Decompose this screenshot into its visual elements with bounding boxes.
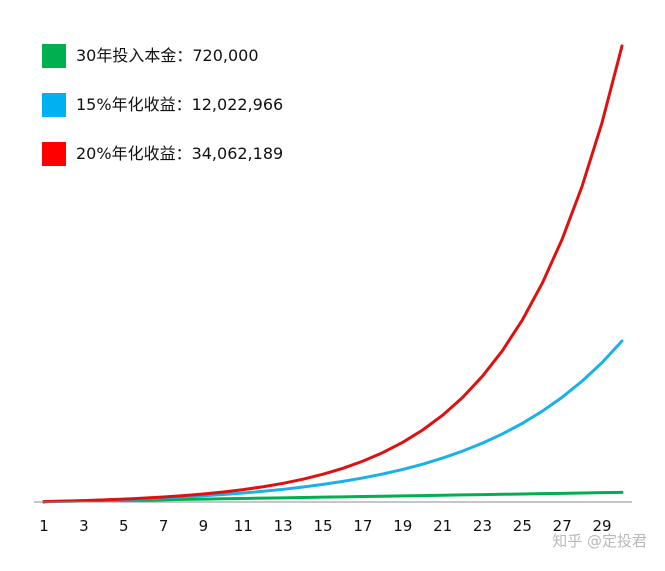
legend-item-20pct: 20%年化收益：34,062,189 [42, 142, 283, 166]
x-tick-label: 1 [39, 517, 49, 535]
series-line-1 [42, 339, 624, 504]
x-tick-label: 13 [274, 517, 293, 535]
legend-label-20pct: 20%年化收益：34,062,189 [76, 144, 284, 163]
x-tick-label: 29 [593, 517, 612, 535]
x-tick-label: 5 [119, 517, 129, 535]
x-tick-label: 11 [234, 517, 253, 535]
x-tick-label: 9 [199, 517, 209, 535]
watermark: 知乎 @定投君 [552, 532, 647, 550]
x-tick-label: 15 [313, 517, 332, 535]
legend-item-15pct: 15%年化收益：12,022,966 [42, 93, 283, 117]
series-lines [42, 44, 624, 504]
legend-swatch-green [42, 44, 66, 68]
x-tick-label: 23 [473, 517, 492, 535]
legend-label-principal: 30年投入本金：720,000 [76, 46, 259, 65]
x-tick-label: 19 [393, 517, 412, 535]
legend-label-15pct: 15%年化收益：12,022,966 [76, 95, 284, 114]
x-tick-label: 7 [159, 517, 169, 535]
x-tick-label: 21 [433, 517, 452, 535]
legend-swatch-blue [42, 93, 66, 117]
x-tick-label: 3 [79, 517, 89, 535]
series-line-2 [42, 44, 624, 504]
x-tick-label: 17 [353, 517, 372, 535]
x-tick-label: 27 [553, 517, 572, 535]
x-axis-tick-labels: 1 3 5 7 9 11 13 15 17 19 21 23 25 27 29 [39, 517, 611, 535]
legend-swatch-red [42, 142, 66, 166]
legend: 30年投入本金：720,000 15%年化收益：12,022,966 20%年化… [42, 44, 283, 191]
x-tick-label: 25 [513, 517, 532, 535]
legend-item-principal: 30年投入本金：720,000 [42, 44, 283, 68]
